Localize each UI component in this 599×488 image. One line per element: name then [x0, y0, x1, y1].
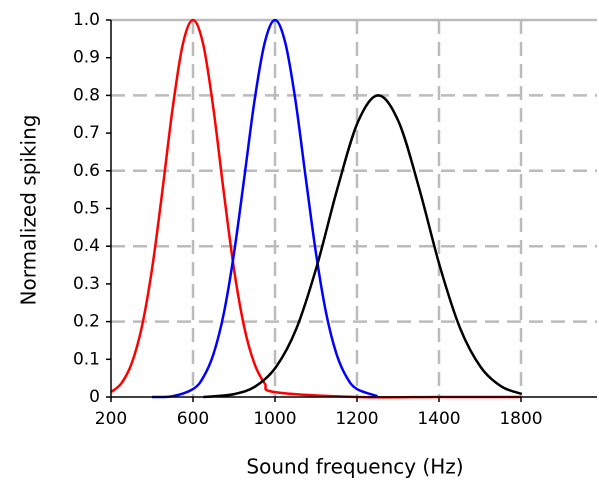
grid: [111, 18, 597, 397]
series-line: [110, 18, 521, 399]
y-tick-label: 0.9: [73, 48, 100, 68]
series-line: [151, 18, 378, 399]
x-tick-label: 1800: [499, 409, 542, 429]
x-tick-label: 1000: [253, 409, 296, 429]
x-tick-label: 1400: [417, 409, 460, 429]
series-line: [203, 94, 523, 399]
lines: [110, 18, 523, 399]
y-tick-label: 0.2: [73, 312, 100, 332]
axes: 0 0.1 0.2 0.3 0.4 0.5 0.6 0.7 0.8 0.9 1.0 200 600 100…: [73, 10, 597, 429]
y-axis-title: Normalized spiking: [17, 115, 41, 306]
x-axis-title: Sound frequency (Hz): [246, 455, 463, 479]
y-tick-label: 0.3: [73, 274, 100, 294]
x-tick-label: 200: [95, 409, 127, 429]
y-tick-label: 0.8: [73, 85, 100, 105]
y-tick-label: 0.5: [73, 199, 100, 219]
x-tick-label: 600: [177, 409, 209, 429]
y-tick-label: 0.1: [73, 349, 100, 369]
y-tick-label: 0.7: [73, 123, 100, 143]
x-tick-label: 1200: [335, 409, 378, 429]
y-tick-label: 0.6: [73, 161, 100, 181]
y-tick-label: 0: [89, 387, 100, 407]
y-tick-label: 0.4: [73, 236, 100, 256]
y-tick-label: 1.0: [73, 10, 100, 30]
